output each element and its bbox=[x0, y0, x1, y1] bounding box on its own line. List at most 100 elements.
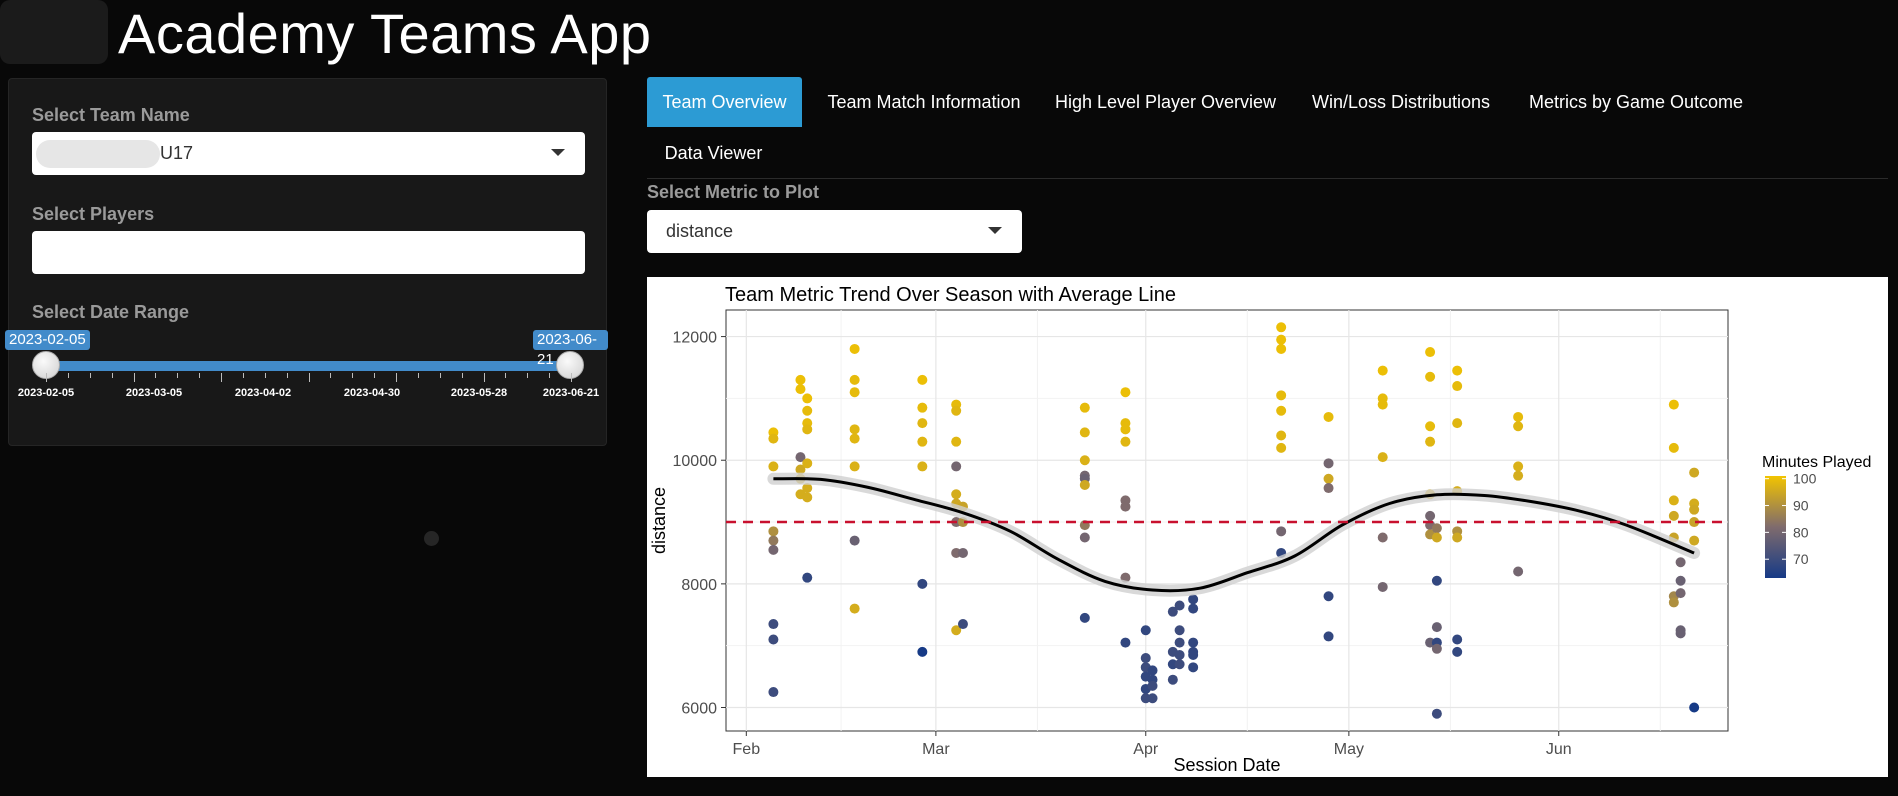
chart-title: Team Metric Trend Over Season with Avera… bbox=[725, 284, 1176, 306]
data-point bbox=[795, 464, 806, 475]
slider-grid-tick bbox=[396, 373, 397, 382]
data-point bbox=[951, 625, 962, 636]
slider-grid-tick bbox=[111, 373, 113, 378]
data-point bbox=[957, 547, 968, 558]
slider-grid-tick bbox=[46, 373, 47, 382]
tab-team-overview[interactable]: Team Overview bbox=[647, 77, 802, 127]
slider-grid-tick bbox=[155, 373, 157, 378]
data-point bbox=[1323, 631, 1334, 642]
metric-select-value: distance bbox=[666, 221, 734, 241]
data-point bbox=[1167, 606, 1178, 617]
slider-grid-label: 2023-04-30 bbox=[343, 387, 401, 399]
slider-grid-tick bbox=[549, 373, 551, 378]
data-point bbox=[1174, 637, 1185, 648]
slider-grid-tick bbox=[199, 373, 201, 378]
team-select-value: U17 bbox=[160, 143, 194, 163]
data-point bbox=[1668, 597, 1679, 608]
x-tick-label: Mar bbox=[922, 741, 950, 758]
players-select[interactable] bbox=[32, 231, 585, 274]
data-point bbox=[768, 687, 779, 698]
data-point bbox=[849, 387, 860, 398]
slider-grid-tick bbox=[352, 373, 354, 378]
data-point bbox=[849, 433, 860, 444]
data-point bbox=[1689, 517, 1700, 528]
slider-to-handle[interactable] bbox=[556, 351, 584, 379]
data-point bbox=[1513, 566, 1524, 577]
data-point bbox=[1452, 532, 1463, 543]
x-tick-label: Apr bbox=[1133, 741, 1159, 758]
data-point bbox=[849, 424, 860, 435]
data-point bbox=[1689, 535, 1700, 546]
data-point bbox=[1079, 532, 1090, 543]
data-point bbox=[795, 452, 806, 463]
data-point bbox=[917, 374, 928, 385]
tab-data-viewer[interactable]: Data Viewer bbox=[664, 143, 763, 163]
data-point bbox=[1147, 665, 1158, 676]
data-point bbox=[1323, 483, 1334, 494]
slider-grid-tick bbox=[89, 373, 91, 378]
plot-area bbox=[725, 309, 1729, 732]
data-point bbox=[768, 634, 779, 645]
data-point bbox=[1668, 510, 1679, 521]
metric-select-label: Select Metric to Plot bbox=[647, 182, 820, 202]
data-point bbox=[1431, 622, 1442, 633]
data-point bbox=[1167, 674, 1178, 685]
data-point bbox=[917, 418, 928, 429]
data-point bbox=[1323, 591, 1334, 602]
tab-divider bbox=[647, 178, 1888, 179]
data-point bbox=[1276, 390, 1287, 401]
slider-bar[interactable] bbox=[46, 361, 571, 371]
slider-grid-tick bbox=[242, 373, 244, 378]
slider-grid-label: 2023-04-02 bbox=[234, 387, 292, 399]
data-point bbox=[1425, 510, 1436, 521]
tab-metrics-by-game-outcome[interactable]: Metrics by Game Outcome bbox=[1528, 92, 1744, 112]
legend-tick-label: 80 bbox=[1793, 524, 1809, 540]
data-point bbox=[1188, 649, 1199, 660]
slider-from-badge: 2023-02-05 bbox=[5, 330, 90, 350]
data-point bbox=[1276, 430, 1287, 441]
slider-grid-tick bbox=[483, 373, 485, 382]
tab-team-match-information[interactable]: Team Match Information bbox=[827, 92, 1021, 112]
team-select[interactable]: U17 bbox=[32, 132, 585, 175]
data-point bbox=[802, 424, 813, 435]
data-point bbox=[1431, 523, 1442, 534]
tab-high-level-player-overview[interactable]: High Level Player Overview bbox=[1054, 92, 1277, 112]
data-point bbox=[1431, 532, 1442, 543]
data-point bbox=[1675, 557, 1686, 568]
tab-win-loss-distributions[interactable]: Win/Loss Distributions bbox=[1311, 92, 1491, 112]
data-point bbox=[1174, 625, 1185, 636]
slider-grid-tick bbox=[133, 373, 135, 382]
legend-tick-label: 90 bbox=[1793, 498, 1809, 514]
data-point bbox=[1276, 405, 1287, 416]
slider-grid-tick bbox=[527, 373, 529, 378]
data-point bbox=[1668, 442, 1679, 453]
data-point bbox=[1425, 421, 1436, 432]
data-point bbox=[1140, 653, 1151, 664]
data-point bbox=[1513, 411, 1524, 422]
data-point bbox=[1188, 662, 1199, 673]
slider-grid-tick bbox=[417, 373, 419, 378]
loading-indicator bbox=[424, 531, 439, 546]
data-point bbox=[1452, 646, 1463, 657]
slider-grid-tick bbox=[439, 373, 441, 378]
data-point bbox=[1120, 424, 1131, 435]
data-point bbox=[1174, 659, 1185, 670]
metric-select[interactable]: distance bbox=[647, 210, 1022, 253]
team-select-label: Select Team Name bbox=[32, 105, 190, 125]
data-point bbox=[1140, 625, 1151, 636]
data-point bbox=[1377, 452, 1388, 463]
data-point bbox=[1452, 381, 1463, 392]
data-point bbox=[1147, 680, 1158, 691]
data-point bbox=[1425, 347, 1436, 358]
x-tick-label: Feb bbox=[733, 741, 761, 758]
team-logo bbox=[0, 0, 108, 64]
data-point bbox=[917, 578, 928, 589]
data-point bbox=[1425, 436, 1436, 447]
data-point bbox=[1452, 365, 1463, 376]
y-tick-label: 8000 bbox=[681, 577, 717, 594]
data-point bbox=[1452, 418, 1463, 429]
data-point bbox=[768, 619, 779, 630]
data-point bbox=[1276, 322, 1287, 333]
legend-tick-label: 70 bbox=[1793, 551, 1809, 567]
data-point bbox=[1431, 708, 1442, 719]
